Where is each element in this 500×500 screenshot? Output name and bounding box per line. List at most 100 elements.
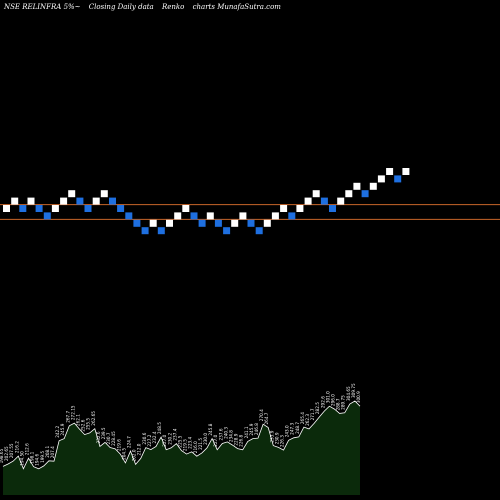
renko-brick-up bbox=[263, 219, 271, 227]
renko-brick-up bbox=[239, 212, 247, 220]
area-value-label: 228.45 bbox=[111, 431, 116, 446]
renko-brick-up bbox=[271, 212, 279, 220]
renko-brick-down bbox=[394, 175, 402, 183]
renko-brick-down bbox=[190, 212, 198, 220]
renko-brick-up bbox=[68, 190, 76, 198]
area-value-label: 216.0 bbox=[193, 441, 198, 453]
area-value-label: 288.7 bbox=[336, 398, 341, 410]
area-value-label: 292.6 bbox=[320, 396, 325, 408]
area-value-label: 247.3 bbox=[290, 422, 295, 434]
renko-brick-up bbox=[27, 197, 35, 205]
renko-brick-down bbox=[214, 219, 222, 227]
renko-brick-up bbox=[206, 212, 214, 220]
area-value-label: 216.2 bbox=[14, 441, 19, 453]
area-value-label: 230.2 bbox=[167, 432, 172, 444]
renko-brick-up bbox=[345, 190, 353, 198]
price-area-line bbox=[2, 400, 361, 470]
area-value-label: 230.0 bbox=[203, 433, 208, 445]
area-value-label: 240.3 bbox=[223, 427, 228, 439]
chart-kind-label: Renko bbox=[161, 3, 185, 11]
renko-brick-down bbox=[141, 227, 149, 235]
renko-brick-down bbox=[329, 205, 336, 212]
renko-brick-down bbox=[361, 190, 369, 198]
area-value-label: 233.9 bbox=[269, 430, 274, 442]
area-value-label: 227.2 bbox=[147, 434, 152, 446]
renko-brick-down bbox=[223, 227, 231, 235]
area-value-label: 226.8 bbox=[239, 434, 244, 446]
area-value-label: 228.9 bbox=[234, 433, 239, 445]
area-value-label: 252.6 bbox=[81, 419, 86, 431]
renko-brick-down bbox=[117, 205, 125, 212]
renko-brick-up bbox=[182, 205, 190, 212]
renko-brick-up bbox=[174, 212, 182, 220]
area-value-label: 198.65 bbox=[0, 448, 4, 463]
renko-brick-up bbox=[100, 190, 108, 198]
area-value-label: 245.9 bbox=[249, 423, 254, 435]
area-value-label: 239.5 bbox=[101, 427, 106, 439]
area-value-label: 230.7 bbox=[106, 432, 111, 444]
renko-brick-down bbox=[76, 197, 84, 205]
area-value-label: 309.75 bbox=[351, 383, 356, 398]
area-value-label: 223.4 bbox=[188, 436, 193, 448]
area-value-label: 234.8 bbox=[229, 430, 234, 442]
area-value-label: 248.5 bbox=[157, 422, 162, 434]
renko-brick-down bbox=[84, 205, 92, 212]
area-value-label: 194.50 bbox=[19, 451, 24, 466]
area-value-label: 225.5 bbox=[178, 435, 183, 447]
renko-brick-up bbox=[60, 197, 68, 205]
area-value-label: 301.0 bbox=[325, 391, 330, 403]
renko-brick-up bbox=[312, 190, 320, 198]
area-value-label: 208.1 bbox=[45, 445, 50, 457]
renko-brick-down bbox=[198, 219, 206, 227]
area-value-label: 265.4 bbox=[300, 412, 305, 424]
area-value-label: 202.0 bbox=[132, 449, 137, 461]
area-value-label: 270.4 bbox=[259, 409, 264, 421]
renko-brick-up bbox=[231, 219, 239, 227]
renko-brick-up bbox=[280, 205, 288, 212]
renko-brick-down bbox=[125, 212, 133, 220]
area-value-label: 304.65 bbox=[346, 386, 351, 401]
area-value-label: 226.3 bbox=[280, 435, 285, 447]
area-value-label: 282.5 bbox=[315, 402, 320, 414]
renko-brick-down bbox=[157, 227, 165, 235]
area-value-label: 272.15 bbox=[70, 405, 75, 420]
area-value-label: 267.7 bbox=[65, 410, 70, 422]
renko-brick-up bbox=[3, 205, 10, 212]
renko-brick-up bbox=[296, 205, 304, 212]
renko-brick-down bbox=[133, 219, 141, 227]
area-value-label: 246.8 bbox=[254, 423, 259, 435]
area-value-label: 194.6 bbox=[35, 453, 40, 465]
area-value-label: 300.9 bbox=[356, 391, 361, 403]
renko-brick-down bbox=[288, 212, 296, 220]
area-value-label: 224.7 bbox=[127, 436, 132, 448]
renko-brick-down bbox=[247, 219, 255, 227]
renko-brick-up bbox=[337, 197, 345, 205]
renko-brick-up bbox=[11, 197, 19, 205]
renko-brick-up bbox=[353, 182, 361, 190]
chart-description: Closing Daily data bbox=[88, 3, 154, 11]
area-value-label: 230.9 bbox=[274, 432, 279, 444]
renko-brick-down bbox=[109, 197, 116, 205]
area-value-label: 271.7 bbox=[310, 408, 315, 420]
area-value-label: 262.65 bbox=[91, 411, 96, 426]
area-value-label: 237.4 bbox=[172, 428, 177, 440]
price-area-fill bbox=[3, 401, 360, 495]
renko-brick-up bbox=[51, 205, 59, 212]
area-value-label: 242.2 bbox=[55, 425, 60, 437]
renko-brick-up bbox=[377, 175, 385, 183]
area-value-label: 245.9 bbox=[60, 423, 65, 435]
area-value-label: 237.6 bbox=[218, 428, 223, 440]
area-value-label: 232.6 bbox=[96, 431, 101, 443]
area-value-label: 207.55 bbox=[9, 443, 14, 458]
renko-brick-down bbox=[255, 227, 263, 235]
renko-brick-down bbox=[320, 197, 328, 205]
area-value-label: 232.4 bbox=[152, 431, 157, 443]
area-value-label: 227.0 bbox=[213, 434, 218, 446]
area-value-label: 204.5 bbox=[121, 448, 126, 460]
area-value-label: 219.5 bbox=[183, 439, 188, 451]
area-value-label: 241.1 bbox=[244, 426, 249, 438]
area-value-label: 248.7 bbox=[295, 422, 300, 434]
area-value-label: 230.6 bbox=[142, 432, 147, 444]
area-value-label: 212.6 bbox=[25, 443, 30, 455]
